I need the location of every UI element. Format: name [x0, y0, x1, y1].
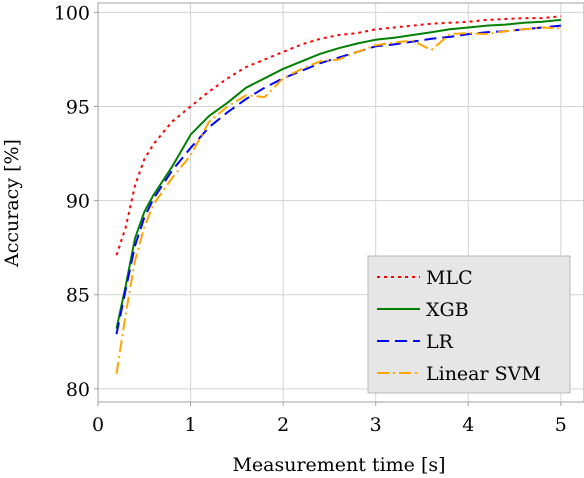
plot-frame	[97, 2, 584, 403]
series-line-mlc	[115, 15, 562, 256]
x-tick-label: 5	[555, 414, 567, 436]
legend-entry-xgb: XGB	[377, 299, 469, 321]
y-tick-label: 95	[66, 97, 90, 119]
legend-box	[367, 255, 571, 394]
legend: MLC XGB LR Linear SVM	[367, 255, 571, 394]
legend-entry-lr: LR	[377, 331, 454, 353]
series-lines	[115, 15, 562, 374]
legend-label-mlc: MLC	[426, 267, 473, 289]
legend-label-xgb: XGB	[426, 299, 469, 321]
legend-label-linear-svm: Linear SVM	[426, 363, 541, 385]
x-tick-label: 2	[277, 414, 289, 436]
x-tick-label: 1	[185, 414, 197, 436]
x-axis-title: Measurement time [s]	[232, 454, 445, 476]
series-line-xgb	[115, 18, 562, 329]
series-line-linear-svm	[115, 26, 561, 374]
y-tick-label: 80	[66, 379, 90, 401]
x-tick-label: 4	[462, 414, 474, 436]
legend-entry-linear-svm: Linear SVM	[377, 363, 541, 385]
y-tick-label: 90	[66, 191, 90, 213]
y-tick-label: 85	[66, 285, 90, 307]
axis-ticks: 80 85 90 95 100 0 1 2 3 4 5	[54, 2, 567, 436]
legend-label-lr: LR	[426, 331, 454, 353]
legend-entry-mlc: MLC	[377, 267, 473, 289]
x-tick-label: 0	[92, 414, 104, 436]
y-tick-label: 100	[54, 2, 90, 24]
x-tick-label: 3	[370, 414, 382, 436]
y-axis-title: Accuracy [%]	[1, 139, 23, 268]
